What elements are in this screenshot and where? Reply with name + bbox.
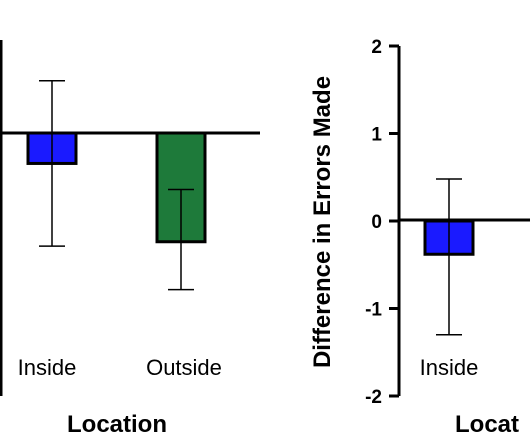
left-category-label-1: Inside xyxy=(18,355,77,380)
y-tick-label: -1 xyxy=(365,300,382,321)
right-x-axis-title: Locat xyxy=(455,411,519,438)
left-category-label-2: Outside xyxy=(146,355,222,380)
y-tick-label: 0 xyxy=(371,212,382,233)
y-tick-label: -2 xyxy=(365,387,382,408)
right-panel: Difference in Errors Made 2 1 0 -1 -2 Inside… xyxy=(309,37,530,438)
right-category-label-1: Inside xyxy=(420,355,479,380)
left-x-axis-title: Location xyxy=(67,411,167,438)
y-tick-label: 1 xyxy=(371,125,382,146)
left-panel: Inside Outside Location xyxy=(0,40,260,438)
y-tick-label: 2 xyxy=(371,37,382,58)
right-y-axis-title: Difference in Errors Made xyxy=(309,76,336,368)
